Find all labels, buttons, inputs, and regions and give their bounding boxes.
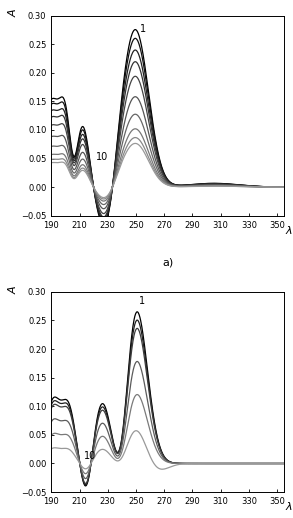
Text: 10: 10 [96,152,109,162]
Text: 1: 1 [140,24,146,34]
Y-axis label: A: A [9,10,19,17]
X-axis label: λ: λ [286,226,292,236]
Text: 1: 1 [139,296,145,306]
X-axis label: λ: λ [286,502,292,512]
Text: a): a) [162,258,173,268]
Y-axis label: A: A [9,286,19,294]
Text: 10: 10 [84,451,96,461]
